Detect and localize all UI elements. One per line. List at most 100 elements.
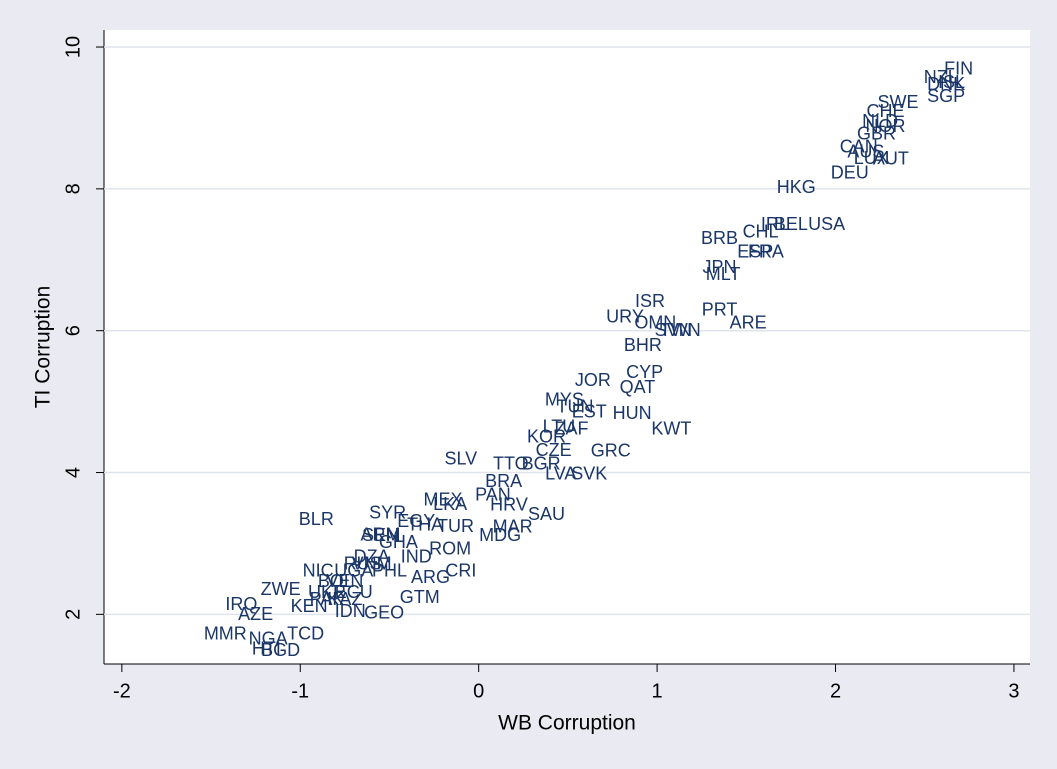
- point-label: MAR: [493, 517, 533, 537]
- point-label: BRB: [701, 228, 738, 248]
- y-tick-label: 2: [62, 609, 84, 620]
- point-label: ESP: [737, 241, 773, 261]
- point-label: JPN: [703, 257, 737, 277]
- x-tick-label: 2: [830, 680, 841, 702]
- point-label: CHE: [866, 101, 904, 121]
- point-label: GEO: [364, 602, 404, 622]
- point-label: ECU: [335, 582, 373, 602]
- point-label: ARG: [411, 567, 450, 587]
- point-label: GHA: [379, 532, 418, 552]
- point-label: HUN: [613, 403, 652, 423]
- point-label: CYP: [626, 362, 663, 382]
- point-label: DZA: [354, 546, 390, 566]
- point-label: LKA: [433, 494, 467, 514]
- point-label: TUR: [437, 516, 474, 536]
- point-label: VNM: [352, 553, 392, 573]
- point-label: EST: [572, 402, 607, 422]
- point-label: TTO: [493, 453, 529, 473]
- x-axis-title: WB Corruption: [498, 712, 636, 735]
- point-label: QAT: [620, 377, 656, 397]
- point-label: MMR: [204, 624, 247, 644]
- point-label: BOL: [318, 571, 354, 591]
- point-label: NZL: [924, 67, 958, 87]
- x-tick-label: 1: [652, 680, 663, 702]
- point-label: MEX: [423, 490, 462, 510]
- point-label: NOR: [865, 116, 905, 136]
- point-label: EGY: [397, 511, 435, 531]
- point-label: SAU: [528, 504, 565, 524]
- point-label: SYR: [369, 502, 406, 522]
- point-label: ISR: [635, 291, 665, 311]
- y-tick-label: 4: [62, 467, 84, 478]
- point-label: GBR: [857, 124, 896, 144]
- point-label: DEU: [831, 163, 869, 183]
- point-label: CHL: [743, 222, 779, 242]
- point-label: FRA: [748, 241, 784, 261]
- point-label: NIC: [303, 561, 334, 581]
- point-label: IDN: [335, 601, 366, 621]
- point-label: ARM: [361, 524, 401, 544]
- point-label: SLV: [444, 449, 477, 469]
- point-label: LTU: [543, 417, 576, 437]
- plot-area: [104, 30, 1030, 664]
- point-label: ZAF: [554, 419, 588, 439]
- point-label: TWN: [660, 320, 701, 340]
- point-label: THA: [407, 514, 443, 534]
- point-label: VEN: [326, 571, 363, 591]
- point-label: SEN: [362, 525, 399, 545]
- point-label: AUT: [873, 149, 909, 169]
- point-label: PAK: [310, 589, 345, 609]
- point-label: IND: [401, 546, 432, 566]
- point-label: USA: [808, 214, 845, 234]
- point-label: BRA: [485, 471, 522, 491]
- point-label: BLR: [299, 509, 334, 529]
- point-label: PHL: [372, 561, 407, 581]
- point-label: UGA: [334, 561, 373, 581]
- point-label: DNK: [927, 74, 965, 94]
- point-label: SWE: [877, 92, 918, 112]
- y-axis-title: TI Corruption: [32, 286, 55, 409]
- point-label: BEL: [774, 214, 808, 234]
- point-label: BHR: [624, 335, 662, 355]
- point-label: ZWE: [261, 579, 301, 599]
- point-label: BGR: [522, 453, 561, 473]
- point-label: OMN: [634, 312, 676, 332]
- point-label: IRL: [761, 214, 789, 234]
- point-label: FIN: [944, 58, 973, 78]
- point-label: JOR: [575, 370, 611, 390]
- point-label: KEN: [291, 596, 328, 616]
- y-tick-label: 8: [62, 183, 84, 194]
- point-label: KWT: [651, 419, 691, 439]
- point-label: MYS: [545, 390, 584, 410]
- point-label: ROM: [429, 539, 471, 559]
- point-label: HRV: [490, 495, 528, 515]
- x-tick-label: -2: [113, 680, 131, 702]
- point-label: UKR: [308, 582, 346, 602]
- point-label: MLT: [706, 264, 741, 284]
- point-label: GTM: [400, 587, 440, 607]
- point-label: URY: [606, 307, 644, 327]
- point-label: RUS: [344, 553, 382, 573]
- point-label: ISL: [938, 72, 965, 92]
- point-label: MDG: [479, 525, 521, 545]
- point-label: LVA: [545, 463, 576, 483]
- point-label: HKG: [777, 177, 816, 197]
- point-label: SVN: [655, 320, 692, 340]
- point-label: IRQ: [225, 594, 257, 614]
- point-label: SVK: [571, 463, 607, 483]
- point-label: HTI: [252, 639, 281, 659]
- x-tick-label: 0: [473, 680, 484, 702]
- point-label: KAZ: [327, 589, 362, 609]
- point-label: NLD: [862, 111, 898, 131]
- point-label: ARE: [730, 312, 767, 332]
- y-tick-label: 10: [62, 36, 84, 58]
- point-label: AUS: [847, 141, 884, 161]
- point-label: NGA: [249, 629, 288, 649]
- point-label: TCD: [287, 624, 324, 644]
- point-label: LUX: [854, 148, 889, 168]
- y-tick-label: 6: [62, 325, 84, 336]
- x-tick-label: -1: [291, 680, 309, 702]
- point-label: CAN: [840, 136, 878, 156]
- point-label: TUN: [557, 397, 594, 417]
